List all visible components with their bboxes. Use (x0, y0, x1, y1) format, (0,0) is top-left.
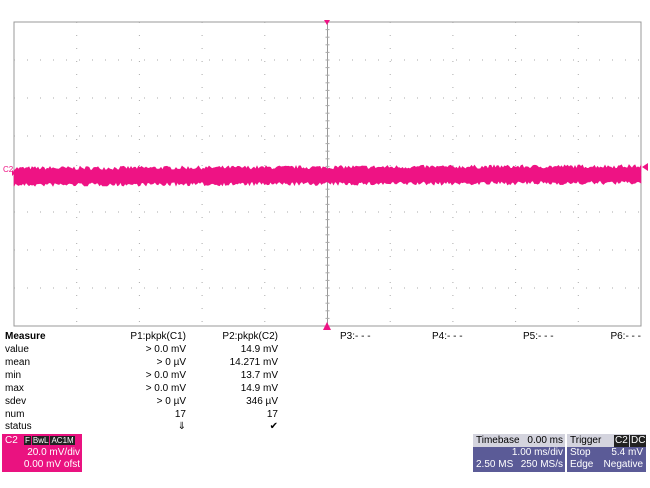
measure-header: P3:- - - (340, 331, 371, 342)
channel-scale: 20.0 mV/div (27, 447, 80, 458)
trigger-level-marker (642, 163, 648, 171)
timebase-marker (323, 322, 331, 330)
measure-value: 14.271 mV (229, 356, 278, 368)
measure-header: P4:- - - (432, 331, 463, 342)
measure-label: max (5, 382, 24, 394)
trigger-box[interactable]: Trigger C2 DC Stop 5.4 mV Edge Negative (567, 434, 647, 472)
scope-display: C2 (3, 20, 648, 330)
measure-header: P6:- - - (610, 331, 641, 342)
measure-value: 13.7 mV (240, 369, 278, 381)
measure-label: mean (5, 356, 31, 368)
timebase-scale: 1.00 ms/div (511, 447, 563, 458)
measure-value: > 0.0 mV (145, 344, 186, 355)
badge: BwL (31, 436, 50, 445)
trigger-slope: Negative (603, 459, 643, 470)
measure-value: 14.9 mV (240, 344, 278, 355)
offset-marker (12, 170, 15, 176)
measure-label: num (5, 408, 25, 420)
measure-value: > 0.0 mV (145, 369, 186, 381)
channel-box[interactable]: C2 F BwL AC1M 20.0 mV/div 0.00 mV ofst (2, 434, 82, 472)
timebase-box[interactable]: Timebase 0.00 ms 1.00 ms/div 2.50 MS 250… (473, 434, 565, 472)
measure-value: > 0.0 mV (145, 382, 186, 394)
measure-label: value (5, 344, 29, 355)
timebase-delay: 0.00 ms (527, 435, 563, 446)
trigger-mode: Stop (570, 447, 591, 458)
measure-header: P2:pkpk(C2) (222, 331, 278, 342)
measure-value: 17 (174, 408, 186, 420)
trigger-type: Edge (570, 459, 594, 470)
measure-label: min (5, 369, 22, 381)
channel-marker: C2 (3, 165, 14, 174)
timebase-header (473, 434, 565, 447)
trigger-source: C2 (614, 435, 629, 447)
trigger-position-marker (324, 20, 330, 25)
measure-header: Measure (5, 331, 46, 342)
trigger-coupling: DC (630, 435, 647, 447)
measure-header: P1:pkpk(C1) (130, 331, 186, 342)
badges: F BwL AC1M (24, 435, 76, 447)
measure-value: 14.9 mV (240, 382, 278, 394)
channel-name: C2 (5, 435, 18, 446)
trigger-title: Trigger (570, 435, 602, 446)
measure-value: ✔ (269, 421, 278, 433)
measure-value: > 0 µV (156, 395, 186, 407)
measure-value: 17 (266, 408, 278, 420)
measure-label: status (5, 421, 32, 433)
badge: F (24, 436, 31, 445)
trigger-level: 5.4 mV (611, 447, 643, 458)
timebase-title: Timebase (476, 435, 520, 446)
measure-value: ⇓ (177, 421, 186, 433)
measure-value: 346 µV (246, 395, 278, 407)
channel-offset: 0.00 mV ofst (23, 459, 80, 470)
measure-label: sdev (5, 395, 27, 407)
badge: AC1M (50, 436, 75, 445)
measure-value: > 0 µV (156, 356, 186, 368)
timebase-rate: 250 MS/s (520, 459, 563, 470)
trace (13, 164, 642, 187)
measure-header: P5:- - - (523, 331, 554, 342)
timebase-samples: 2.50 MS (476, 459, 514, 470)
